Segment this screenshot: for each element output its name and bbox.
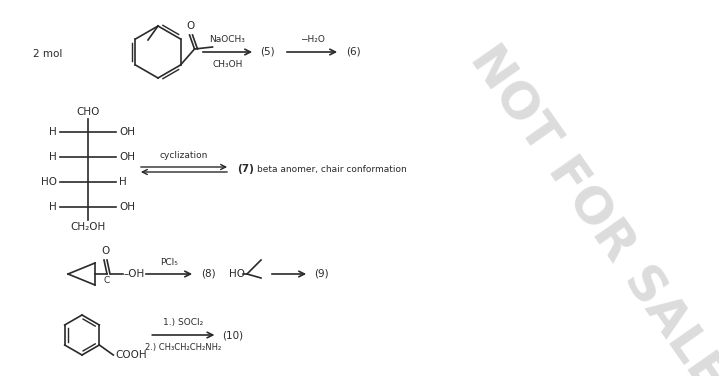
Text: OH: OH	[119, 152, 135, 162]
Text: HO: HO	[229, 269, 245, 279]
Text: CH₃OH: CH₃OH	[212, 60, 243, 69]
Text: OH: OH	[119, 202, 135, 212]
Text: OH: OH	[119, 127, 135, 137]
Text: cyclization: cyclization	[160, 152, 209, 161]
Text: 1.) SOCl₂: 1.) SOCl₂	[163, 318, 203, 327]
Text: (9): (9)	[314, 269, 329, 279]
Text: H: H	[49, 202, 57, 212]
Text: NOT FOR SALE: NOT FOR SALE	[459, 37, 719, 376]
Text: 2.) CH₃CH₂CH₂NH₂: 2.) CH₃CH₂CH₂NH₂	[145, 343, 221, 352]
Text: H: H	[119, 177, 127, 187]
Text: CHO: CHO	[76, 107, 100, 117]
Text: (7): (7)	[237, 165, 254, 174]
Text: O: O	[186, 21, 195, 31]
Text: NaOCH₃: NaOCH₃	[209, 35, 245, 44]
Text: H: H	[49, 127, 57, 137]
Text: O: O	[102, 246, 110, 256]
Text: beta anomer, chair conformation: beta anomer, chair conformation	[257, 165, 407, 174]
Text: 2 mol: 2 mol	[33, 49, 63, 59]
Text: (5): (5)	[260, 47, 275, 57]
Text: PCl₅: PCl₅	[160, 258, 178, 267]
Text: −H₂O: −H₂O	[300, 35, 324, 44]
Text: –OH: –OH	[124, 269, 145, 279]
Text: (10): (10)	[222, 330, 244, 340]
Text: HO: HO	[41, 177, 57, 187]
Text: H: H	[49, 152, 57, 162]
Text: CH₂OH: CH₂OH	[70, 222, 106, 232]
Text: (6): (6)	[346, 47, 361, 57]
Text: C: C	[104, 276, 110, 285]
Text: COOH: COOH	[115, 350, 147, 360]
Text: (8): (8)	[201, 269, 216, 279]
